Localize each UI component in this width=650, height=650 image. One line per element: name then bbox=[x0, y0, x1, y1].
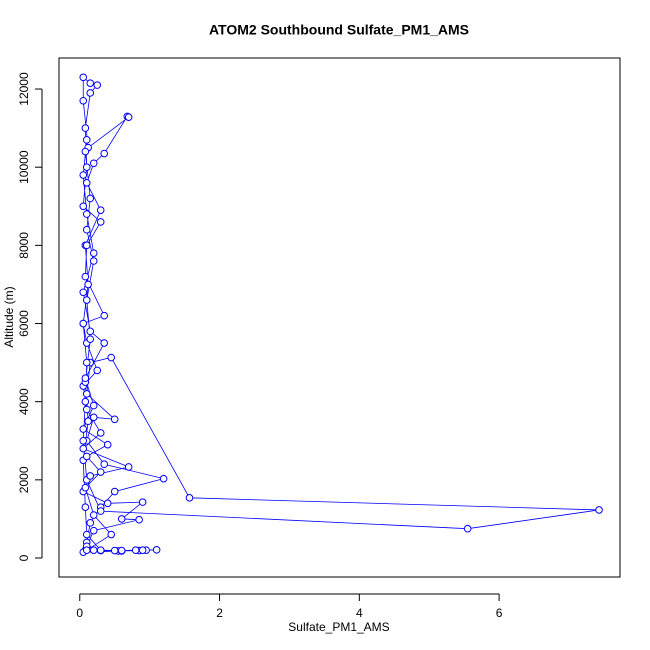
point bbox=[86, 519, 95, 527]
point bbox=[152, 545, 161, 554]
point bbox=[82, 452, 91, 461]
point bbox=[159, 474, 168, 483]
point bbox=[82, 358, 91, 367]
x-tick-label: 0 bbox=[76, 606, 83, 620]
point bbox=[135, 515, 143, 524]
point bbox=[96, 429, 105, 437]
point bbox=[79, 202, 88, 211]
point bbox=[82, 179, 91, 187]
point bbox=[84, 417, 92, 426]
y-tick-label: 8000 bbox=[17, 232, 31, 259]
point bbox=[131, 546, 140, 554]
x-tick-label: 6 bbox=[496, 606, 503, 620]
point bbox=[124, 463, 133, 471]
series-line bbox=[82, 76, 600, 553]
point bbox=[93, 366, 102, 375]
point bbox=[96, 546, 105, 554]
point bbox=[96, 218, 105, 226]
point bbox=[81, 374, 90, 383]
point bbox=[124, 113, 133, 121]
point bbox=[117, 515, 126, 523]
point bbox=[138, 498, 147, 506]
point bbox=[107, 530, 116, 539]
point bbox=[82, 530, 91, 539]
x-tick-label: 2 bbox=[216, 606, 223, 620]
point bbox=[82, 390, 91, 398]
y-tick-label: 2000 bbox=[17, 466, 31, 493]
plot-box bbox=[58, 57, 621, 578]
point bbox=[93, 81, 102, 89]
point bbox=[89, 249, 98, 257]
point bbox=[89, 413, 98, 422]
point bbox=[82, 136, 91, 144]
point bbox=[81, 124, 90, 132]
point bbox=[110, 546, 119, 555]
point bbox=[81, 397, 90, 406]
point bbox=[100, 339, 109, 347]
point bbox=[82, 241, 91, 250]
point bbox=[185, 494, 194, 502]
chart-title: ATOM2 Southbound Sulfate_PM1_AMS bbox=[209, 22, 469, 38]
point bbox=[86, 335, 95, 343]
point bbox=[82, 163, 91, 171]
point bbox=[117, 546, 126, 555]
point bbox=[100, 149, 109, 158]
point bbox=[89, 526, 98, 535]
point bbox=[138, 546, 147, 554]
point bbox=[86, 327, 95, 336]
point bbox=[81, 147, 90, 156]
point bbox=[79, 288, 88, 297]
point bbox=[79, 425, 88, 433]
point bbox=[79, 73, 88, 82]
point bbox=[82, 210, 91, 218]
point bbox=[86, 472, 95, 480]
point bbox=[82, 546, 91, 554]
point bbox=[81, 503, 90, 512]
y-axis-label: Altitude (m) bbox=[2, 286, 16, 347]
point bbox=[96, 468, 105, 476]
point bbox=[103, 499, 112, 508]
point bbox=[463, 524, 472, 533]
point bbox=[89, 511, 98, 519]
point bbox=[100, 311, 109, 320]
point bbox=[110, 415, 119, 424]
point bbox=[107, 353, 116, 362]
point bbox=[86, 89, 95, 97]
point bbox=[79, 444, 88, 453]
point bbox=[89, 401, 98, 410]
y-tick-label: 6000 bbox=[17, 310, 31, 337]
point bbox=[79, 171, 88, 179]
point bbox=[79, 436, 88, 445]
y-tick-label: 0 bbox=[17, 554, 31, 561]
y-tick-label: 4000 bbox=[17, 388, 31, 415]
point bbox=[81, 272, 90, 281]
y-tick-label: 10000 bbox=[17, 150, 31, 184]
x-axis-label: Sulfate_PM1_AMS bbox=[288, 620, 389, 634]
point bbox=[81, 483, 90, 492]
x-tick-label: 4 bbox=[356, 606, 363, 620]
point bbox=[103, 440, 112, 449]
point bbox=[79, 319, 88, 328]
point bbox=[110, 487, 119, 496]
point bbox=[86, 194, 95, 203]
point bbox=[595, 506, 603, 514]
point bbox=[82, 405, 91, 414]
point bbox=[96, 206, 105, 214]
point bbox=[100, 460, 109, 469]
point bbox=[84, 280, 92, 289]
point bbox=[89, 257, 98, 265]
point bbox=[89, 546, 98, 554]
point bbox=[86, 79, 95, 87]
point bbox=[79, 96, 88, 105]
point bbox=[89, 159, 98, 168]
point bbox=[96, 507, 105, 515]
point bbox=[82, 296, 91, 304]
y-tick-label: 12000 bbox=[17, 72, 31, 106]
point bbox=[82, 225, 91, 234]
